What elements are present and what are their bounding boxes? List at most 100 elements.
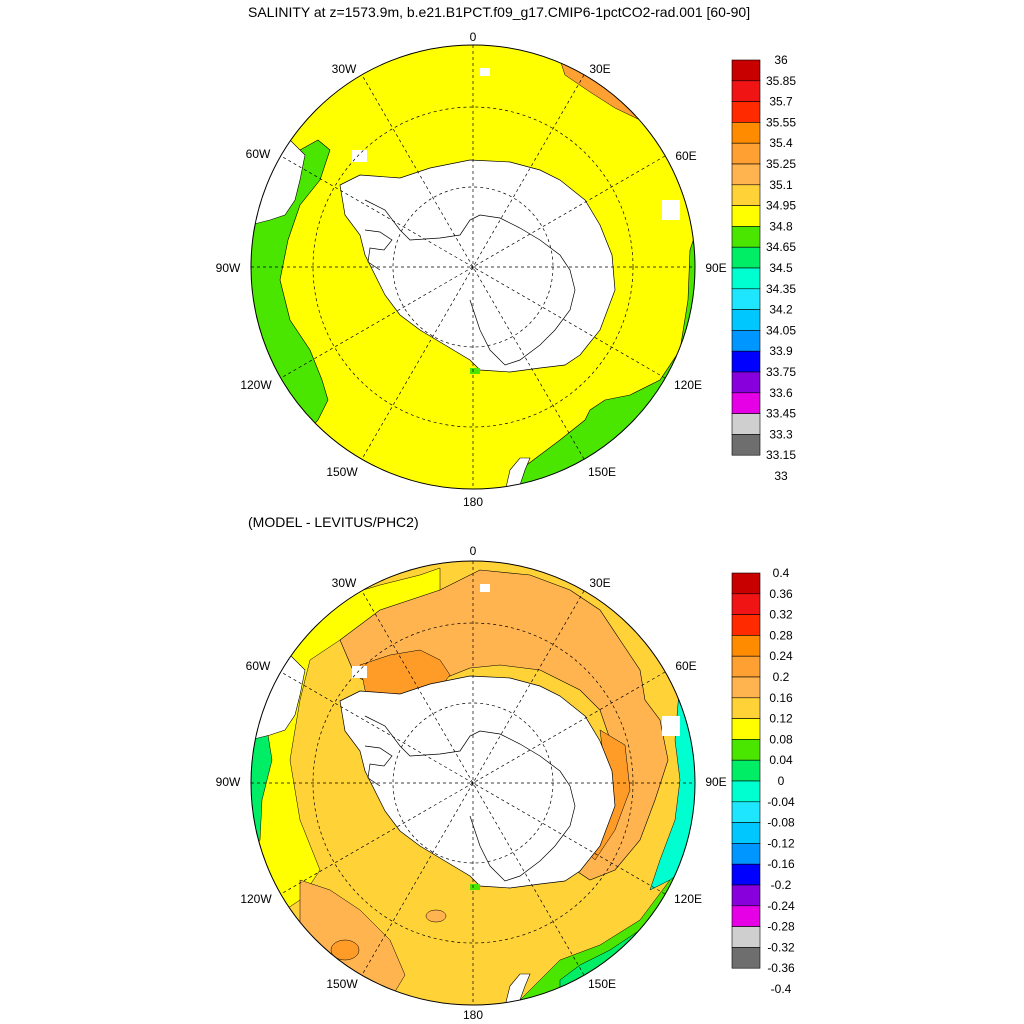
colorbar-swatch bbox=[731, 780, 761, 803]
small-green-patch bbox=[470, 884, 480, 890]
colorbar-swatch bbox=[731, 101, 761, 123]
colorbar-tick-label: 35.4 bbox=[769, 136, 793, 150]
lon-label-180: 180 bbox=[463, 1008, 483, 1022]
colorbar-swatch bbox=[731, 863, 761, 886]
lon-label-60e: 60E bbox=[675, 149, 696, 163]
small-green-patch bbox=[470, 368, 480, 374]
antarctica-landmass bbox=[339, 159, 616, 373]
top-map-title: SALINITY at z=1573.9m, b.e21.B1PCT.f09_g… bbox=[248, 4, 751, 20]
lon-label-0: 0 bbox=[470, 544, 477, 558]
colorbar-tick-label: 34.8 bbox=[769, 219, 793, 233]
colorbar-tick-label: 33.15 bbox=[766, 448, 796, 462]
lon-label-120w: 120W bbox=[240, 892, 272, 906]
colorbar-tick-label: 0 bbox=[778, 774, 785, 788]
colorbar-tick-label: 34.65 bbox=[766, 240, 796, 254]
island bbox=[662, 200, 680, 220]
colorbar-swatch bbox=[731, 288, 761, 310]
colorbar-swatch bbox=[731, 59, 761, 82]
colorbar-swatch bbox=[731, 572, 761, 595]
lon-label-60w: 60W bbox=[246, 659, 271, 673]
lon-label-0: 0 bbox=[470, 30, 477, 44]
colorbar-tick-label: 35.1 bbox=[769, 178, 793, 192]
colorbar-tick-label: 0.28 bbox=[769, 628, 793, 642]
colorbar-tick-label: -0.4 bbox=[771, 982, 792, 996]
colorbar-swatch bbox=[731, 759, 761, 782]
colorbar-swatch bbox=[731, 614, 761, 636]
salinity-map: 0 30E 60E 90E 120E 150E 180 150W 120W 90… bbox=[216, 30, 727, 509]
colorbar-tick-label: 34.2 bbox=[769, 303, 793, 317]
colorbar-tick-label: 33.9 bbox=[769, 344, 793, 358]
colorbar-tick-label: 0.12 bbox=[769, 712, 793, 726]
lon-label-150e: 150E bbox=[588, 465, 616, 479]
colorbar-swatch bbox=[731, 205, 761, 227]
lon-label-90e: 90E bbox=[705, 261, 726, 275]
map-boundary bbox=[250, 44, 696, 490]
colorbar-tick-label: -0.2 bbox=[771, 878, 792, 892]
colorbar-tick-label: 33.45 bbox=[766, 407, 796, 421]
difference-band-0-16-spot bbox=[425, 909, 447, 923]
lon-label-150e: 150E bbox=[588, 977, 616, 991]
colorbar-swatch bbox=[731, 371, 761, 394]
colorbar-swatch bbox=[731, 718, 761, 740]
difference-colorbar: 0.4 0.36 0.32 0.28 0.24 0.2 0.16 0.12 0.08 0.04 0 -… bbox=[731, 566, 795, 996]
colorbar-tick-label: 35.55 bbox=[766, 115, 796, 129]
antarctic-peninsula-outline bbox=[364, 229, 393, 271]
colorbar-swatch bbox=[731, 926, 761, 948]
colorbar-swatch bbox=[731, 122, 761, 144]
difference-band-0-24 bbox=[330, 939, 360, 961]
antarctica-coastline bbox=[364, 199, 576, 366]
colorbar-tick-label: 0.04 bbox=[769, 753, 793, 767]
lon-label-90w: 90W bbox=[216, 261, 241, 275]
lon-label-30w: 30W bbox=[332, 62, 357, 76]
colorbar-swatch bbox=[731, 676, 761, 699]
lon-label-30e: 30E bbox=[589, 576, 610, 590]
lon-label-90w: 90W bbox=[216, 775, 241, 789]
lon-label-60w: 60W bbox=[246, 147, 271, 161]
colorbar-swatch bbox=[731, 739, 761, 761]
colorbar-swatch bbox=[731, 392, 761, 414]
colorbar-swatch bbox=[731, 309, 761, 331]
colorbar-tick-label: -0.04 bbox=[767, 795, 795, 809]
colorbar-swatch bbox=[731, 80, 761, 102]
island bbox=[480, 584, 490, 592]
colorbar-swatch bbox=[731, 655, 761, 678]
antarctica-coastline bbox=[364, 715, 576, 882]
lon-label-30w: 30W bbox=[332, 576, 357, 590]
colorbar-tick-label: 35.7 bbox=[769, 95, 793, 109]
colorbar-tick-label: -0.36 bbox=[767, 961, 795, 975]
lon-label-120w: 120W bbox=[240, 378, 272, 392]
colorbar-tick-label: -0.24 bbox=[767, 899, 795, 913]
colorbar-tick-label: 34.5 bbox=[769, 261, 793, 275]
colorbar-tick-label: -0.16 bbox=[767, 857, 795, 871]
colorbar-swatch bbox=[731, 884, 761, 907]
graticule bbox=[251, 561, 695, 1005]
colorbar-swatch bbox=[731, 184, 761, 206]
map-boundary bbox=[250, 560, 696, 1006]
antarctica-landmass bbox=[339, 675, 616, 889]
colorbar-tick-label: 35.85 bbox=[766, 74, 796, 88]
colorbar-swatch bbox=[731, 350, 761, 373]
colorbar-swatch bbox=[731, 822, 761, 844]
colorbar-tick-label: 33.3 bbox=[769, 427, 793, 441]
colorbar-tick-label: 33 bbox=[774, 469, 788, 483]
colorbar-tick-label: 33.75 bbox=[766, 365, 796, 379]
colorbar-tick-label: 0.32 bbox=[769, 608, 793, 622]
land-new-zealand bbox=[504, 973, 531, 1005]
colorbar-tick-label: 0.36 bbox=[769, 587, 793, 601]
colorbar-swatch bbox=[731, 330, 761, 352]
colorbar-tick-label: 36 bbox=[774, 53, 788, 67]
colorbar-tick-label: -0.08 bbox=[767, 816, 795, 830]
colorbar-tick-label: 34.35 bbox=[766, 282, 796, 296]
colorbar-swatch bbox=[731, 635, 761, 657]
colorbar-swatch bbox=[731, 246, 761, 269]
colorbar-tick-label: 0.24 bbox=[769, 649, 793, 663]
island bbox=[352, 666, 367, 678]
salinity-colorbar: 36 35.85 35.7 35.55 35.4 35.25 35.1 34.95 34.8 34… bbox=[731, 53, 796, 483]
colorbar-swatch bbox=[731, 697, 761, 719]
colorbar-tick-label: 0.08 bbox=[769, 732, 793, 746]
colorbar-tick-label: 0.4 bbox=[773, 566, 790, 580]
lon-label-150w: 150W bbox=[326, 977, 358, 991]
difference-map: 0 30E 60E 90E 120E 150E 180 150W 120W 90… bbox=[216, 544, 727, 1022]
antarctic-peninsula-outline bbox=[364, 745, 393, 787]
